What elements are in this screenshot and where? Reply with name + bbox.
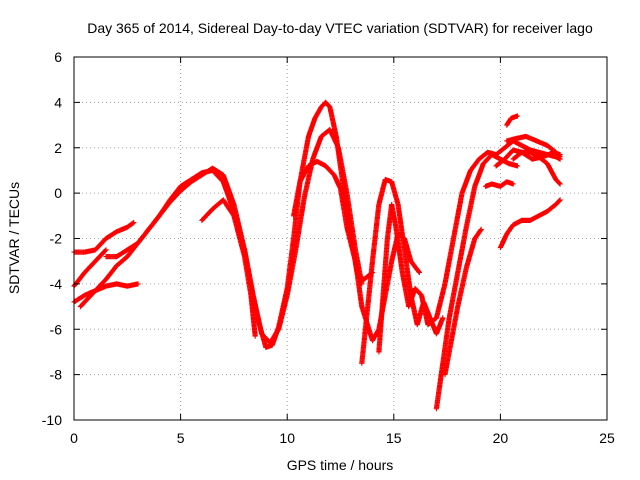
y-tick-label: 2 <box>54 140 62 156</box>
x-tick-label: 25 <box>599 430 615 446</box>
series-arc-17 <box>497 197 563 251</box>
y-tick-label: -8 <box>50 367 63 383</box>
series-arc-10 <box>433 152 521 412</box>
x-tick-label: 15 <box>386 430 402 446</box>
grid-lines <box>74 57 607 420</box>
y-tick-label: -10 <box>42 412 62 428</box>
series-arc-13 <box>504 113 521 128</box>
series-arc-12 <box>482 179 516 189</box>
x-tick-label: 0 <box>70 430 78 446</box>
chart-title: Day 365 of 2014, Sidereal Day-to-day VTE… <box>87 20 593 36</box>
plot-frame <box>73 56 608 421</box>
y-tick-label: -6 <box>50 321 63 337</box>
series-arc-5 <box>77 127 365 346</box>
x-tick-label: 5 <box>177 430 185 446</box>
series-arc-11 <box>442 226 484 378</box>
y-tick-label: 6 <box>54 49 62 65</box>
axes: 0 5 10 15 20 25 -10 -8 -6 -4 -2 0 2 4 6 <box>42 49 615 446</box>
series-arc-16 <box>510 149 563 187</box>
y-tick-label: 0 <box>54 185 62 201</box>
y-tick-label: 4 <box>54 94 62 110</box>
series-arc-15 <box>504 133 563 160</box>
x-axis-label: GPS time / hours <box>287 457 394 473</box>
y-axis-label: SDTVAR / TECUs <box>6 182 22 294</box>
series-arc-9 <box>376 138 563 355</box>
x-tick-label: 10 <box>279 430 295 446</box>
series-arc-3 <box>71 281 141 305</box>
data-marks <box>71 99 563 412</box>
x-tick-label: 20 <box>493 430 509 446</box>
series-arc-6 <box>199 197 258 339</box>
y-tick-label: -2 <box>50 231 63 247</box>
y-tick-label: -4 <box>50 276 63 292</box>
